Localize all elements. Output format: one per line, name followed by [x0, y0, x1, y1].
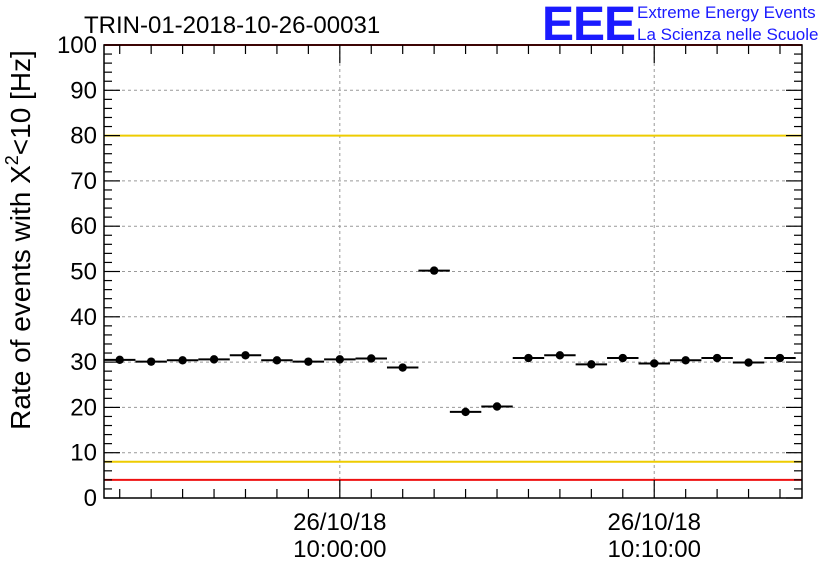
data-point [146, 357, 156, 366]
x-tick-label-date: 26/10/18 [293, 509, 386, 536]
y-tick-label: 80 [70, 123, 97, 150]
y-tick-label: 90 [70, 77, 97, 104]
data-point [304, 357, 313, 366]
data-point [618, 353, 627, 363]
x-tick-label-date: 26/10/18 [608, 509, 701, 536]
y-tick-label: 100 [57, 32, 97, 59]
data-point [775, 353, 785, 363]
data-point [398, 363, 407, 372]
chart-title: TRIN-01-2018-10-26-00031 [84, 12, 380, 39]
logo-line-2: La Scienza nelle Scuole [637, 25, 818, 44]
data-point [178, 356, 187, 365]
data-point [241, 351, 250, 360]
tick-labels: 010203040506070809010026/10/1810:00:0026… [57, 32, 701, 563]
y-tick-label: 50 [70, 259, 97, 286]
data-point [461, 407, 470, 417]
y-tick-label: 20 [70, 394, 97, 421]
x-tick-label-time: 10:10:00 [608, 536, 701, 563]
data-point [587, 360, 596, 369]
data-point [712, 353, 722, 363]
y-tick-label: 40 [70, 304, 97, 331]
eee-logo: EEE Extreme Energy Events La Scienza nel… [542, 0, 818, 51]
data-point [272, 356, 282, 365]
logo-mark: EEE [542, 0, 635, 51]
reference-lines [104, 44, 802, 481]
grid [104, 45, 802, 498]
data-point [650, 359, 659, 368]
data-point [744, 358, 753, 367]
y-tick-label: 0 [84, 485, 97, 512]
y-tick-label: 10 [70, 440, 97, 467]
y-tick-label: 60 [70, 213, 97, 240]
data-point [209, 355, 219, 364]
data-point [115, 355, 124, 365]
y-tick-label: 30 [70, 349, 97, 376]
y-tick-label: 70 [70, 168, 97, 195]
axis-ticks [104, 44, 802, 499]
data-point [429, 266, 439, 275]
data-points [104, 266, 796, 417]
data-point [681, 356, 690, 365]
logo-line-1: Extreme Energy Events [637, 3, 816, 22]
data-point [367, 354, 376, 363]
data-point [555, 351, 565, 360]
data-point [335, 355, 345, 364]
x-tick-label-time: 10:00:00 [293, 536, 386, 563]
y-axis-label: Rate of events with X2<10 [Hz] [2, 50, 36, 430]
data-point [492, 402, 502, 411]
data-point [524, 353, 533, 363]
